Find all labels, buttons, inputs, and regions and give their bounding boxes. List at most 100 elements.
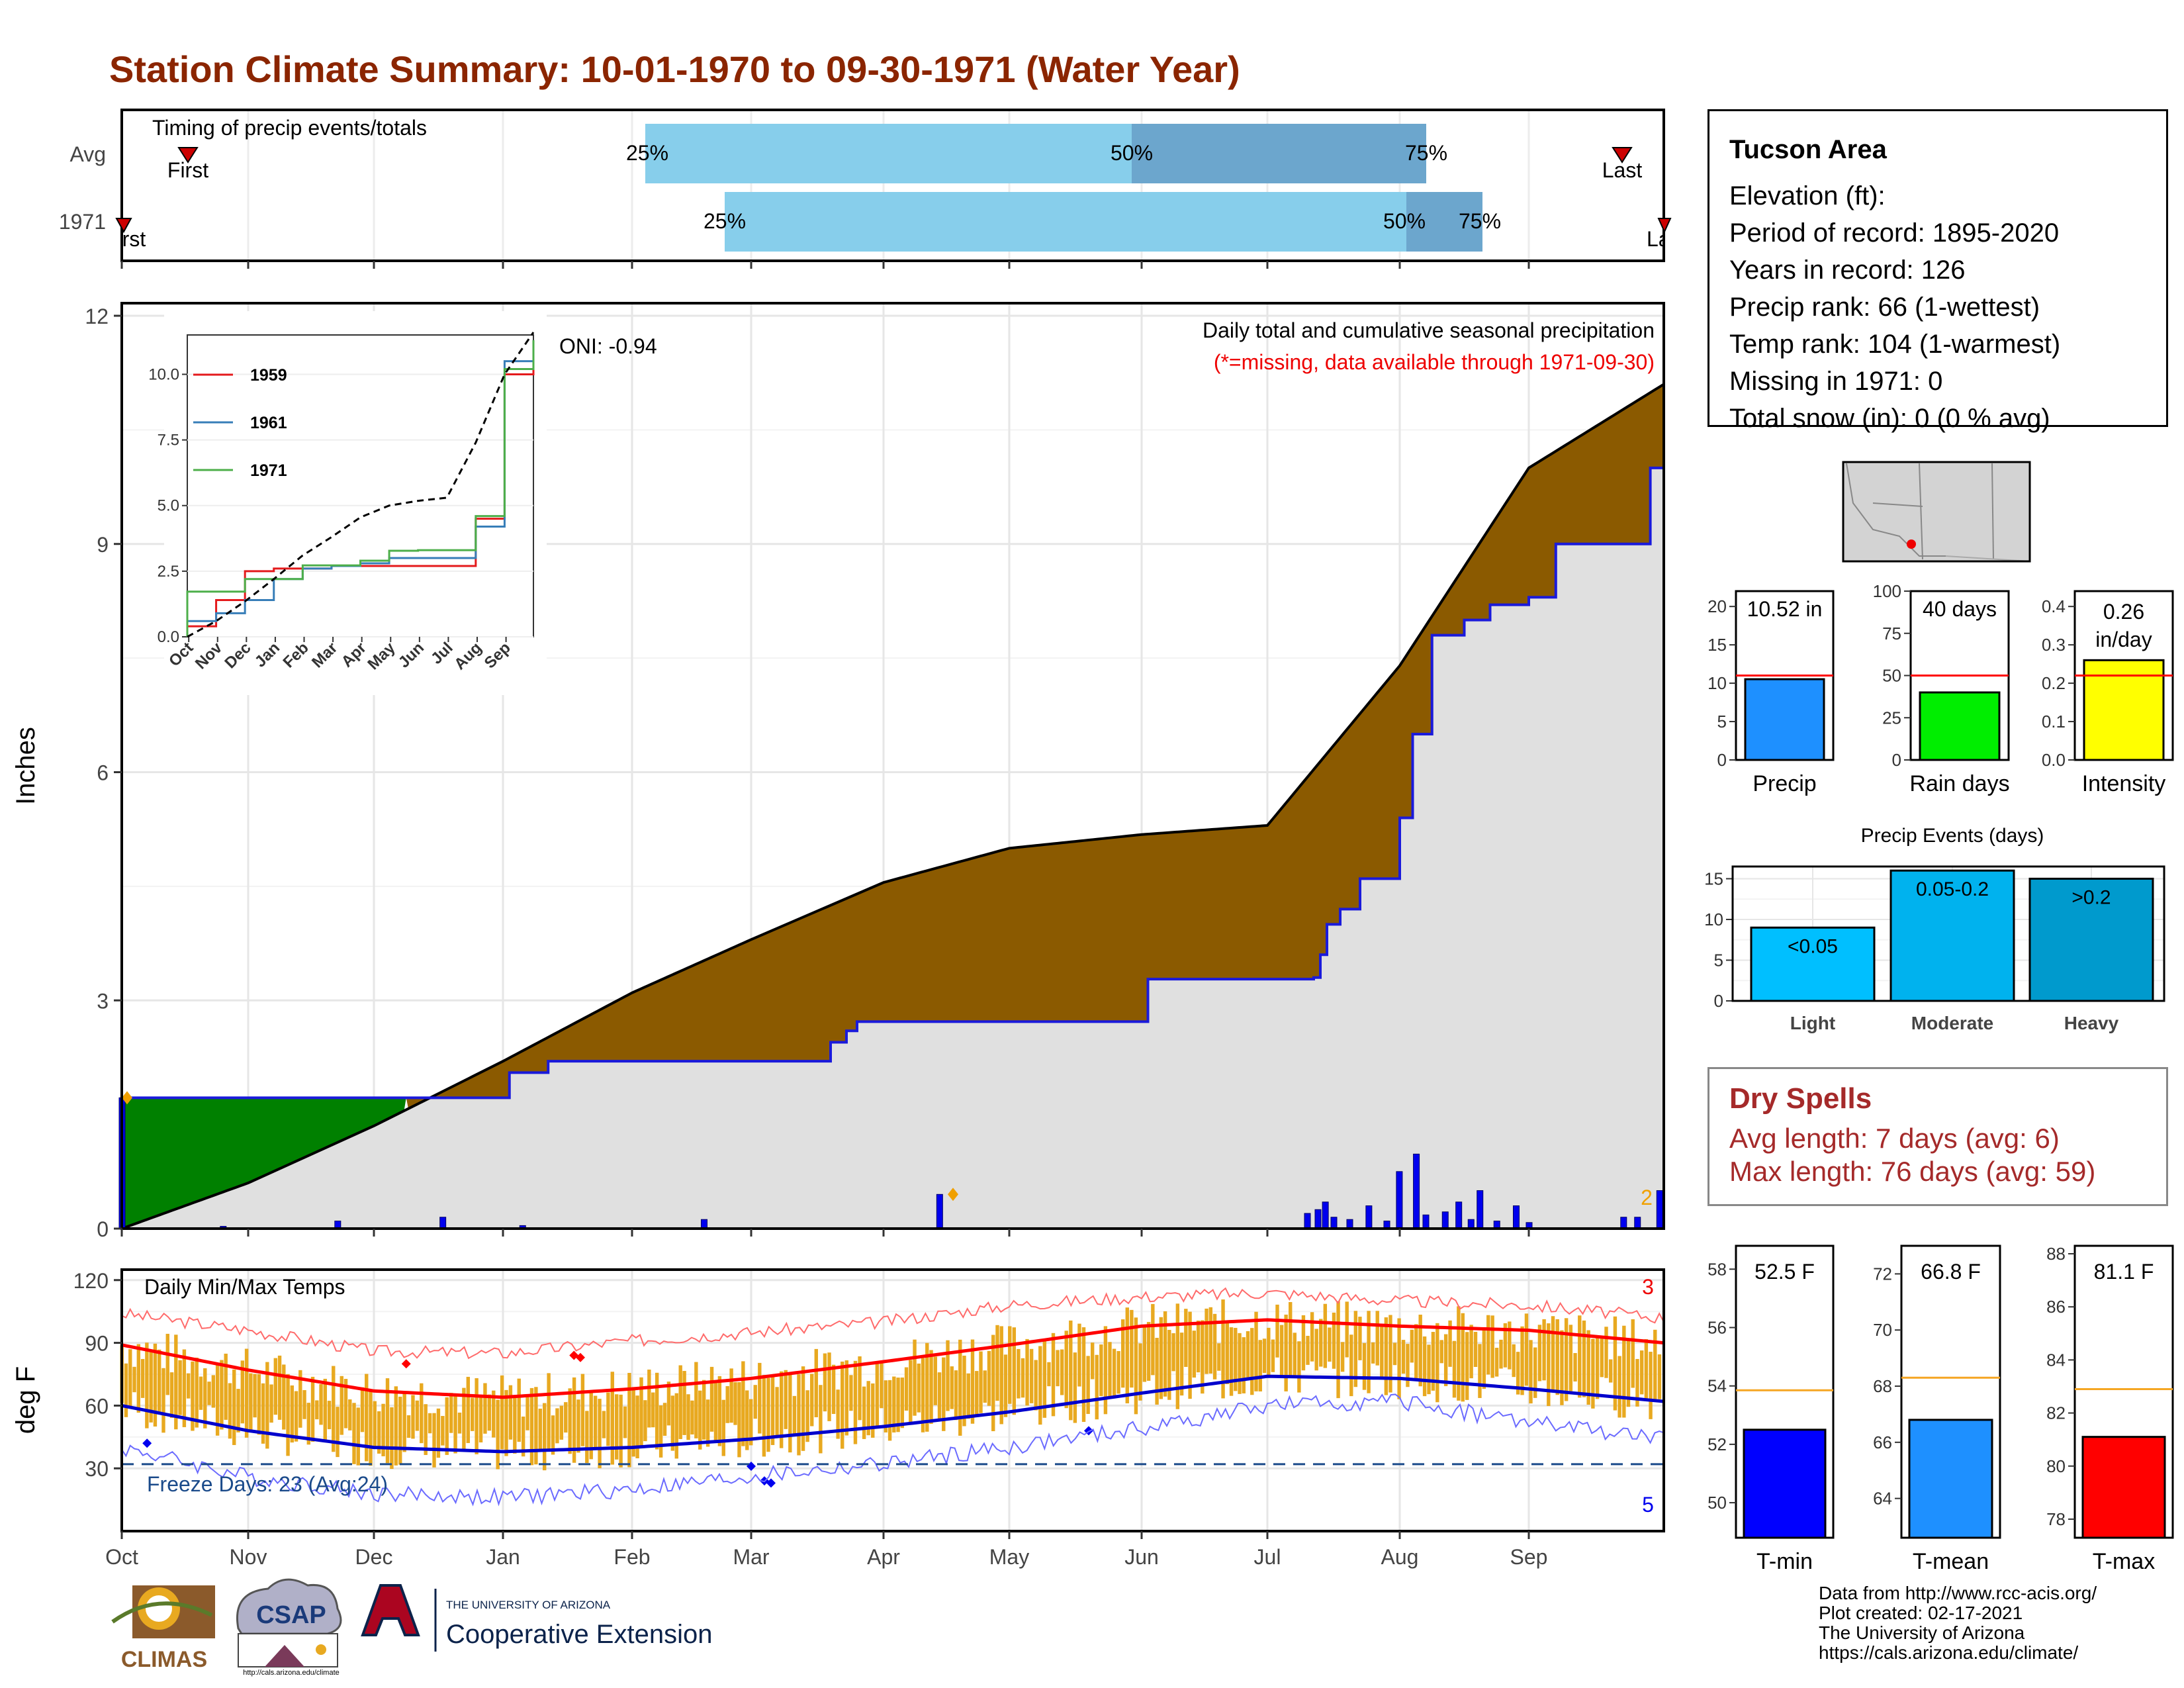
temp-day-bar bbox=[1234, 1327, 1238, 1391]
tbar-ytick-label: 54 bbox=[1707, 1376, 1727, 1396]
temp-day-bar bbox=[323, 1378, 327, 1442]
temp-day-bar bbox=[352, 1403, 356, 1464]
temp-day-bar bbox=[619, 1394, 623, 1468]
temp-day-bar bbox=[1465, 1332, 1469, 1400]
temp-day-bar bbox=[1482, 1328, 1486, 1389]
temp-day-bar bbox=[525, 1397, 529, 1430]
temp-day-bar bbox=[365, 1374, 369, 1462]
timing-year-25: 25% bbox=[704, 209, 746, 233]
temp-day-bar bbox=[1201, 1320, 1205, 1394]
temp-day-bar bbox=[909, 1360, 913, 1423]
temp-day-bar bbox=[1427, 1344, 1431, 1395]
inset-ytick-label: 7.5 bbox=[158, 432, 179, 449]
mini-frame bbox=[1909, 590, 2010, 761]
precip-daily-bar bbox=[1330, 1217, 1338, 1229]
temp-day-bar bbox=[1095, 1354, 1099, 1420]
mini-value-unit: in/day bbox=[2095, 628, 2152, 651]
temp-day-bar bbox=[900, 1377, 905, 1429]
timing-avg-50: 50% bbox=[1111, 141, 1153, 165]
temp-day-bar bbox=[504, 1389, 508, 1456]
temp-day-bar bbox=[1142, 1325, 1147, 1382]
temp-day-bar bbox=[1529, 1340, 1533, 1404]
station-info-panel: Tucson Area Elevation (ft): Period of re… bbox=[1707, 109, 2168, 433]
tbar-ytick-label: 88 bbox=[2046, 1244, 2066, 1264]
temp-day-bar bbox=[534, 1387, 538, 1465]
temp-day-bar bbox=[1410, 1329, 1414, 1363]
temp-day-bar bbox=[1250, 1328, 1254, 1395]
temp-day-bar bbox=[319, 1383, 323, 1425]
temp-day-bar bbox=[580, 1374, 585, 1446]
temp-day-bar bbox=[1537, 1325, 1542, 1382]
temp-day-bar bbox=[441, 1416, 445, 1446]
temp-day-bar bbox=[576, 1399, 580, 1453]
temp-day-bar bbox=[572, 1377, 576, 1463]
temp-day-bar bbox=[1021, 1358, 1025, 1398]
temp-day-bar bbox=[1626, 1340, 1631, 1407]
temp-day-bar bbox=[195, 1357, 199, 1428]
temp-day-bar bbox=[896, 1378, 900, 1432]
footer-line-2: Plot created: 02-17-2021 bbox=[1819, 1603, 2023, 1623]
temp-day-bar bbox=[1116, 1351, 1120, 1394]
temp-day-bar bbox=[858, 1356, 862, 1421]
temp-day-bar bbox=[1486, 1315, 1490, 1375]
tbar-ytick-label: 58 bbox=[1707, 1259, 1727, 1279]
temp-day-bar bbox=[1461, 1313, 1465, 1402]
temp-day-bar bbox=[827, 1352, 831, 1421]
temp-day-bar bbox=[866, 1381, 870, 1436]
temp-day-bar bbox=[381, 1403, 385, 1456]
precip-daily-bar bbox=[1422, 1214, 1430, 1229]
station-temp-rank: Temp rank: 104 (1-warmest) bbox=[1729, 330, 2061, 359]
temp-day-bar bbox=[1081, 1327, 1086, 1423]
temp-day-bar bbox=[1560, 1330, 1564, 1405]
temp-day-bar bbox=[120, 1345, 124, 1403]
temp-xtick-label: Jul bbox=[1254, 1545, 1281, 1569]
temp-day-bar bbox=[1212, 1313, 1217, 1380]
mini-ytick-label: 0 bbox=[1717, 750, 1727, 770]
temp-day-bar bbox=[1284, 1314, 1288, 1391]
temp-day-bar bbox=[1188, 1311, 1192, 1399]
temp-day-bar bbox=[1649, 1352, 1653, 1419]
temp-day-bar bbox=[128, 1349, 132, 1407]
temp-day-bar bbox=[513, 1396, 517, 1454]
temp-day-bar bbox=[1314, 1329, 1318, 1371]
temp-xtick-label: Dec bbox=[355, 1545, 393, 1569]
temp-day-bar bbox=[1494, 1348, 1499, 1377]
temp-day-bar bbox=[999, 1326, 1003, 1425]
temp-day-bar bbox=[647, 1369, 651, 1428]
temp-day-bar bbox=[432, 1413, 436, 1468]
station-precip-rank: Precip rank: 66 (1-wettest) bbox=[1729, 293, 2040, 322]
inset-ytick-label: 5.0 bbox=[158, 497, 179, 515]
events-bar bbox=[1889, 869, 2015, 1002]
inset-xtick-label: Jan bbox=[251, 639, 283, 671]
temp-day-bar bbox=[1397, 1318, 1401, 1399]
temp-day-bar bbox=[1345, 1301, 1349, 1358]
temp-day-bar bbox=[1034, 1360, 1038, 1411]
temp-day-bar bbox=[436, 1408, 441, 1458]
inset-xtick-label: Apr bbox=[338, 639, 370, 671]
inset-xtick-label: Jul bbox=[428, 639, 457, 668]
temp-day-bar bbox=[729, 1368, 733, 1423]
temp-day-bar bbox=[1349, 1335, 1353, 1397]
temp-day-bar bbox=[666, 1382, 671, 1426]
record-max-line bbox=[121, 1287, 1664, 1360]
temp-day-bar bbox=[402, 1393, 406, 1452]
temp-day-bar bbox=[1569, 1325, 1573, 1391]
precip-ylabel: Inches bbox=[11, 727, 40, 805]
temp-day-bar bbox=[1380, 1327, 1384, 1377]
temp-day-bar bbox=[132, 1366, 136, 1393]
temp-day-bar bbox=[823, 1353, 827, 1412]
station-years: Years in record: 126 bbox=[1729, 256, 1966, 285]
temp-day-bar bbox=[1271, 1339, 1275, 1372]
temp-day-bar bbox=[1613, 1316, 1617, 1411]
precip-ytick-label: 3 bbox=[97, 989, 109, 1013]
temp-day-bar bbox=[1225, 1323, 1229, 1385]
dry-spells-title: Dry Spells bbox=[1729, 1082, 1872, 1115]
mini-ytick-label: 75 bbox=[1882, 624, 1901, 643]
temp-day-bar bbox=[1516, 1352, 1520, 1395]
temp-xtick-label: Jun bbox=[1124, 1545, 1159, 1569]
temp-day-bar bbox=[925, 1342, 929, 1432]
precip-year-line bbox=[120, 428, 1665, 1229]
temp-day-bar bbox=[228, 1383, 232, 1439]
temp-day-bar bbox=[1578, 1315, 1582, 1398]
temp-day-bar bbox=[1179, 1333, 1184, 1396]
